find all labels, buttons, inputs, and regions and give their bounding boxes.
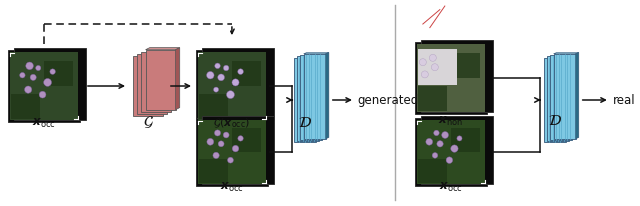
Bar xyxy=(141,52,172,112)
Bar xyxy=(232,128,260,152)
Text: $\mathcal{G}$: $\mathcal{G}$ xyxy=(143,114,154,130)
Bar xyxy=(418,159,447,183)
Polygon shape xyxy=(175,48,180,110)
Bar xyxy=(544,57,566,143)
Circle shape xyxy=(223,132,229,138)
Bar xyxy=(202,48,274,120)
Bar xyxy=(196,118,268,186)
Polygon shape xyxy=(575,53,579,139)
Circle shape xyxy=(228,157,234,163)
Bar xyxy=(415,118,487,186)
Circle shape xyxy=(30,74,36,80)
Circle shape xyxy=(232,79,239,86)
Bar xyxy=(421,116,493,184)
Circle shape xyxy=(238,136,243,141)
Circle shape xyxy=(223,65,229,71)
Bar xyxy=(8,50,80,122)
Bar xyxy=(294,57,316,143)
Text: $\mathcal{D}$: $\mathcal{D}$ xyxy=(298,116,312,130)
Text: $\boldsymbol{x}_\mathrm{occ}$: $\boldsymbol{x}_\mathrm{occ}$ xyxy=(32,117,56,130)
Bar xyxy=(300,55,323,140)
Polygon shape xyxy=(145,48,180,50)
Bar xyxy=(11,94,40,119)
Text: $\boldsymbol{x}_\mathrm{occ}$: $\boldsymbol{x}_\mathrm{occ}$ xyxy=(439,181,463,194)
Bar xyxy=(137,54,167,114)
Circle shape xyxy=(214,87,219,92)
Circle shape xyxy=(232,145,239,152)
Bar xyxy=(418,49,458,85)
Bar xyxy=(199,159,228,183)
Text: $\boldsymbol{x}_\mathrm{non}$: $\boldsymbol{x}_\mathrm{non}$ xyxy=(438,115,463,128)
Circle shape xyxy=(36,66,41,71)
Bar xyxy=(202,116,274,184)
Bar xyxy=(550,55,572,140)
Circle shape xyxy=(421,71,428,78)
Circle shape xyxy=(207,138,214,145)
Bar xyxy=(297,56,319,141)
Bar xyxy=(145,50,175,110)
Circle shape xyxy=(426,138,433,145)
Bar xyxy=(451,128,479,152)
Polygon shape xyxy=(326,53,329,139)
Circle shape xyxy=(215,63,220,69)
Circle shape xyxy=(437,141,444,147)
Bar xyxy=(417,44,485,112)
Circle shape xyxy=(26,62,33,70)
Circle shape xyxy=(20,73,25,78)
Bar xyxy=(232,61,260,86)
Circle shape xyxy=(207,71,214,79)
Text: generated: generated xyxy=(358,94,419,107)
Circle shape xyxy=(237,69,243,74)
Circle shape xyxy=(451,145,458,152)
Circle shape xyxy=(218,74,225,81)
Bar xyxy=(554,54,575,139)
Bar xyxy=(547,56,569,141)
Bar xyxy=(198,52,266,120)
Polygon shape xyxy=(554,53,579,54)
Bar xyxy=(14,48,86,120)
Bar xyxy=(415,42,487,114)
Circle shape xyxy=(214,130,221,136)
Bar xyxy=(198,120,266,184)
Bar xyxy=(44,61,73,86)
Text: $\mathcal{G}(\boldsymbol{x}_\mathrm{occ})$: $\mathcal{G}(\boldsymbol{x}_\mathrm{occ}… xyxy=(213,116,250,130)
Bar xyxy=(421,40,493,112)
Circle shape xyxy=(457,136,462,141)
Circle shape xyxy=(44,78,51,86)
Circle shape xyxy=(50,69,55,74)
Circle shape xyxy=(432,153,438,158)
Circle shape xyxy=(446,157,452,163)
Text: $\mathcal{D}$: $\mathcal{D}$ xyxy=(548,114,562,128)
Circle shape xyxy=(434,130,439,136)
Bar xyxy=(196,50,268,122)
Circle shape xyxy=(213,152,220,159)
Bar xyxy=(133,56,163,116)
Bar xyxy=(10,52,78,120)
Polygon shape xyxy=(303,53,329,54)
Bar xyxy=(418,86,447,111)
Circle shape xyxy=(227,91,234,99)
Circle shape xyxy=(24,86,32,93)
Text: real: real xyxy=(612,94,636,107)
Circle shape xyxy=(419,59,426,66)
Circle shape xyxy=(431,64,438,71)
Circle shape xyxy=(429,54,436,61)
Bar xyxy=(451,53,479,78)
Text: $\boldsymbol{x}_\mathrm{occ}$: $\boldsymbol{x}_\mathrm{occ}$ xyxy=(220,181,244,194)
Circle shape xyxy=(39,91,46,98)
Bar xyxy=(303,54,326,139)
Circle shape xyxy=(442,132,449,138)
Bar xyxy=(199,94,228,119)
Bar xyxy=(417,120,485,184)
Circle shape xyxy=(218,141,224,147)
